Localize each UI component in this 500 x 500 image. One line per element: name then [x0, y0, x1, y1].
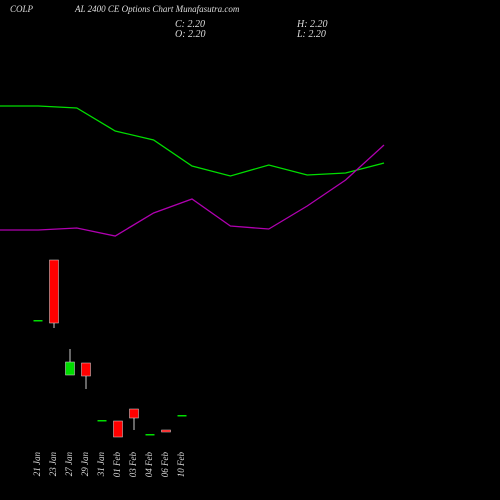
x-tick-label: 21 Jan [32, 452, 42, 477]
candle-body [49, 259, 59, 324]
candle-body [129, 408, 139, 419]
chart-title: COLP [10, 4, 34, 14]
chart-subtitle: AL 2400 CE Options Chart Munafasutra.com [74, 4, 240, 14]
x-tick-label: 01 Feb [112, 452, 122, 478]
x-tick-label: 27 Jan [64, 452, 74, 477]
x-tick-label: 03 Feb [128, 452, 138, 478]
candle-body [145, 434, 155, 436]
x-tick-label: 06 Feb [160, 452, 170, 478]
candle-body [65, 361, 75, 376]
candle-body [177, 415, 187, 417]
line-series [0, 144, 385, 237]
x-tick-label: 31 Jan [96, 452, 106, 478]
candle-body [33, 320, 43, 322]
ohlc-open: O: 2.20 [175, 29, 206, 40]
ohlc-low: L: 2.20 [296, 29, 326, 40]
ohlc-high: H: 2.20 [296, 19, 328, 30]
candle-body [81, 362, 91, 377]
candle-body [113, 420, 123, 438]
line-series [0, 105, 385, 177]
ohlc-close: C: 2.20 [175, 19, 205, 30]
candle-body [161, 429, 171, 433]
candle-body [97, 420, 107, 422]
x-tick-label: 10 Feb [176, 452, 186, 478]
x-tick-label: 23 Jan [48, 452, 58, 477]
x-tick-label: 04 Feb [144, 452, 154, 478]
x-tick-label: 29 Jan [80, 452, 90, 477]
